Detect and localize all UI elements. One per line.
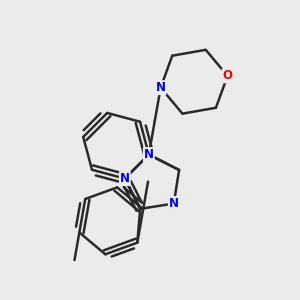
Text: N: N: [144, 148, 154, 161]
Text: O: O: [223, 69, 232, 82]
Text: N: N: [169, 197, 179, 210]
Text: N: N: [156, 81, 166, 94]
Text: N: N: [120, 172, 130, 185]
